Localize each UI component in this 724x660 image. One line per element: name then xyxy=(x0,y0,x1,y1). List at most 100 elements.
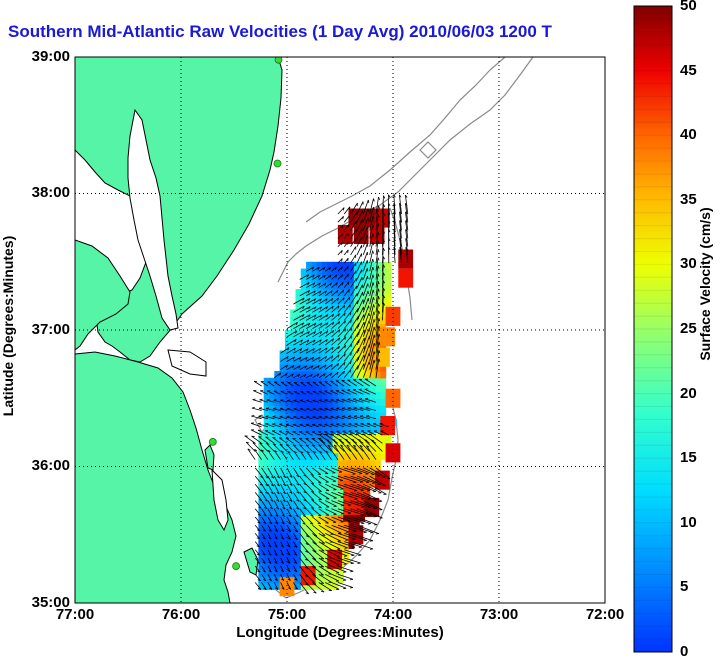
x-tick-label: 74:00 xyxy=(363,606,423,623)
velocity-arrowhead xyxy=(350,312,351,315)
velocity-arrowhead xyxy=(353,482,356,483)
colorbar-tick-label: 45 xyxy=(680,62,697,79)
velocity-cell xyxy=(349,460,355,467)
velocity-arrowhead xyxy=(353,539,356,540)
velocity-cell xyxy=(398,269,413,288)
velocity-arrowhead xyxy=(369,353,370,356)
velocity-cell xyxy=(364,364,370,371)
velocity-cell xyxy=(380,378,386,385)
velocity-cell xyxy=(274,453,280,460)
velocity-cell xyxy=(311,508,317,515)
velocity-cell xyxy=(327,269,333,276)
velocity-cell xyxy=(380,385,386,392)
velocity-arrowhead xyxy=(351,555,354,556)
velocity-cell xyxy=(343,364,349,371)
velocity-cell xyxy=(386,289,392,296)
velocity-arrowhead xyxy=(367,423,370,424)
velocity-cell xyxy=(327,323,333,330)
velocity-arrowhead xyxy=(321,583,324,584)
y-tick-label: 36:00 xyxy=(2,457,70,474)
velocity-arrowhead xyxy=(353,531,356,532)
velocity-arrowhead xyxy=(279,424,282,425)
colorbar-tick-label: 50 xyxy=(680,0,697,14)
velocity-cell xyxy=(290,501,296,508)
velocity-cell xyxy=(311,275,317,282)
velocity-cell xyxy=(333,275,339,282)
velocity-cell xyxy=(296,460,302,467)
velocity-cell xyxy=(375,460,381,467)
velocity-cell xyxy=(301,542,307,549)
velocity-arrowhead xyxy=(350,370,351,373)
velocity-cell xyxy=(290,378,296,385)
velocity-arrowhead xyxy=(265,423,268,424)
y-axis-label: Latitude (Degrees:Minutes) xyxy=(0,226,16,426)
velocity-cell xyxy=(338,467,344,474)
velocity-arrowhead xyxy=(369,313,370,316)
colorbar-tick-label: 35 xyxy=(680,191,697,208)
velocity-arrowhead xyxy=(366,474,369,475)
velocity-arrowhead xyxy=(342,424,345,425)
velocity-cell xyxy=(333,357,339,364)
velocity-arrowhead xyxy=(286,424,289,425)
velocity-arrowhead xyxy=(349,289,350,292)
velocity-arrowhead xyxy=(368,524,371,525)
velocity-arrowhead xyxy=(367,268,368,271)
velocity-arrowhead xyxy=(348,266,349,269)
velocity-arrowhead xyxy=(349,216,350,219)
velocity-arrowhead xyxy=(350,588,353,589)
x-tick-label: 75:00 xyxy=(257,606,317,623)
velocity-cell xyxy=(317,467,323,474)
velocity-cell xyxy=(380,398,386,405)
velocity-cell xyxy=(290,460,296,467)
colorbar-tick-label: 15 xyxy=(680,449,697,466)
velocity-arrowhead xyxy=(348,242,349,245)
velocity-cell xyxy=(386,296,392,303)
velocity-cell xyxy=(311,467,317,474)
colorbar-tick-label: 40 xyxy=(680,126,697,143)
velocity-cell xyxy=(375,471,390,490)
velocity-arrowhead xyxy=(300,424,303,425)
velocity-cell xyxy=(258,555,264,562)
velocity-cell xyxy=(306,460,312,467)
velocity-arrowhead xyxy=(348,282,349,285)
velocity-arrowhead xyxy=(318,424,321,425)
velocity-cell xyxy=(380,453,386,460)
velocity-cell xyxy=(349,371,355,378)
velocity-arrowhead xyxy=(312,424,315,425)
x-tick-label: 73:00 xyxy=(469,606,529,623)
velocity-arrowhead xyxy=(370,533,373,534)
velocity-cell xyxy=(370,460,376,467)
velocity-cell xyxy=(311,460,317,467)
velocity-cell xyxy=(338,364,344,371)
velocity-cell xyxy=(311,521,317,528)
velocity-cell xyxy=(327,310,333,317)
velocity-cell xyxy=(269,467,275,474)
velocity-cell xyxy=(322,303,328,310)
velocity-arrowhead xyxy=(306,424,309,425)
velocity-cell xyxy=(333,460,339,467)
velocity-cell xyxy=(338,269,344,276)
velocity-cell xyxy=(317,494,323,501)
velocity-cell xyxy=(290,542,296,549)
velocity-cell xyxy=(258,487,264,494)
velocity-arrowhead xyxy=(370,549,373,550)
velocity-cell xyxy=(386,389,401,408)
velocity-arrowhead xyxy=(319,507,322,508)
velocity-cell xyxy=(258,528,264,535)
velocity-cell xyxy=(296,453,302,460)
velocity-arrowhead xyxy=(348,521,351,522)
velocity-cell xyxy=(354,225,369,244)
velocity-cell xyxy=(290,351,296,358)
velocity-cell xyxy=(290,364,296,371)
colorbar-label: Surface Velocity (cm/s) xyxy=(697,184,713,384)
station-marker xyxy=(209,438,216,445)
velocity-cell xyxy=(311,357,317,364)
velocity-cell xyxy=(301,487,307,494)
velocity-cell xyxy=(301,473,307,480)
velocity-arrowhead xyxy=(354,499,357,500)
velocity-arrowhead xyxy=(251,423,254,424)
velocity-cell xyxy=(258,460,264,467)
velocity-cell xyxy=(258,542,264,549)
velocity-cell xyxy=(375,412,381,419)
